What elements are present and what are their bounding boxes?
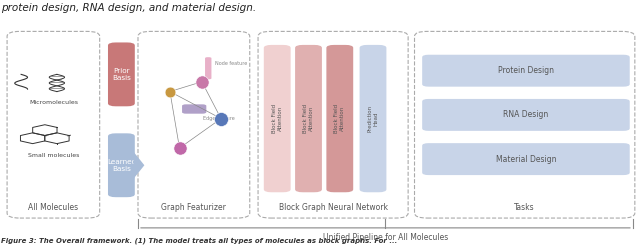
FancyBboxPatch shape	[422, 143, 630, 175]
FancyBboxPatch shape	[326, 45, 353, 192]
Text: Block Field
Attention: Block Field Attention	[271, 104, 283, 133]
Text: Block Graph Neural Network: Block Graph Neural Network	[278, 203, 388, 212]
Text: Edge feature: Edge feature	[203, 116, 235, 121]
Text: Small molecules: Small molecules	[28, 153, 79, 158]
Point	[165, 90, 175, 94]
FancyBboxPatch shape	[360, 45, 387, 192]
Text: Block Field
Attention: Block Field Attention	[334, 104, 346, 133]
FancyBboxPatch shape	[264, 45, 291, 192]
FancyBboxPatch shape	[108, 133, 135, 197]
FancyBboxPatch shape	[108, 42, 135, 106]
Text: Material Design: Material Design	[496, 155, 556, 164]
Text: Micromolecules: Micromolecules	[29, 100, 78, 105]
Point	[216, 117, 226, 121]
Text: Graph Featurizer: Graph Featurizer	[161, 203, 227, 212]
Text: Prediction
Head: Prediction Head	[367, 105, 379, 132]
Text: protein design, RNA design, and material design.: protein design, RNA design, and material…	[1, 3, 256, 13]
Text: Block Field
Attention: Block Field Attention	[303, 104, 314, 133]
FancyBboxPatch shape	[182, 104, 206, 114]
FancyBboxPatch shape	[295, 45, 322, 192]
Text: Unified Pipeline for All Molecules: Unified Pipeline for All Molecules	[323, 233, 448, 242]
Polygon shape	[134, 152, 145, 179]
Text: Tasks: Tasks	[515, 203, 535, 212]
Text: Node feature: Node feature	[214, 61, 247, 66]
Text: Prior
Basis: Prior Basis	[112, 68, 131, 81]
Text: All Molecules: All Molecules	[28, 203, 79, 212]
FancyBboxPatch shape	[422, 99, 630, 131]
Point	[174, 146, 184, 150]
Text: RNA Design: RNA Design	[503, 110, 548, 119]
Text: Learned
Basis: Learned Basis	[107, 159, 136, 172]
Text: Protein Design: Protein Design	[498, 66, 554, 75]
Point	[196, 80, 207, 84]
FancyBboxPatch shape	[422, 55, 630, 87]
FancyBboxPatch shape	[205, 57, 211, 79]
Text: Figure 3: The Overall framework. (1) The model treats all types of molecules as : Figure 3: The Overall framework. (1) The…	[1, 237, 397, 244]
